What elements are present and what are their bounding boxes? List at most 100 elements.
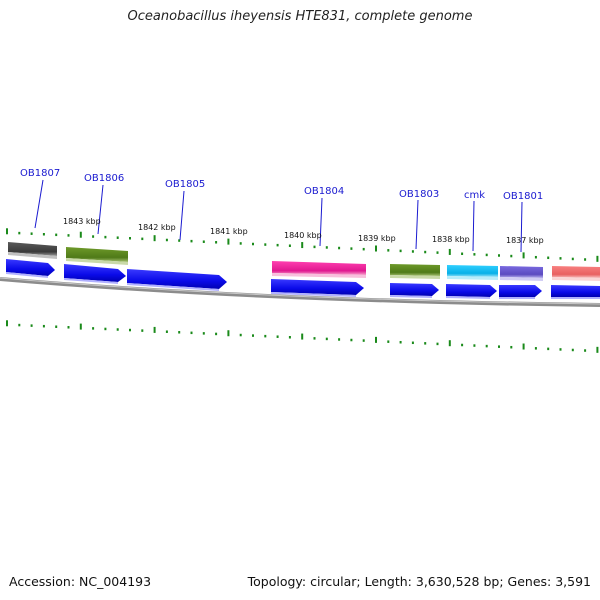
- gc-tick: [362, 247, 365, 251]
- gc-tick: [202, 332, 205, 335]
- gc-tick: [42, 233, 45, 236]
- gc-tick: [510, 345, 513, 349]
- gc-tick: [522, 252, 525, 259]
- leader-ob1803: [415, 199, 419, 250]
- genome-summary-text: Topology: circular; Length: 3,630,528 bp…: [247, 574, 591, 589]
- gc-tick: [55, 233, 58, 237]
- gc-tick: [584, 349, 587, 352]
- gc-tick: [67, 326, 70, 329]
- gc-tick: [215, 332, 218, 336]
- cds-arrow-ob1806[interactable]: [64, 264, 126, 284]
- gc-tick: [411, 341, 414, 345]
- feature-bar-ob1804[interactable]: [272, 261, 366, 278]
- gc-tick: [30, 324, 33, 327]
- gc-tick: [165, 238, 168, 242]
- gc-tick: [30, 232, 33, 235]
- gc-tick: [104, 235, 107, 239]
- genome-backbone-highlight: [0, 277, 600, 305]
- gc-tick: [350, 338, 353, 342]
- gc-tick: [448, 248, 451, 255]
- gc-tick: [6, 320, 8, 327]
- gc-tick: [42, 324, 45, 328]
- feature-bar-ob1803[interactable]: [390, 264, 440, 279]
- gc-tick: [116, 236, 119, 239]
- cds-arrow-cmk[interactable]: [446, 284, 497, 299]
- gc-tick: [202, 240, 205, 243]
- gc-tick: [399, 340, 402, 344]
- gc-tick: [473, 344, 476, 347]
- gc-tick: [596, 255, 599, 262]
- feature-bar-ob1801[interactable]: [500, 266, 543, 281]
- gc-tick: [559, 257, 562, 260]
- gc-tick: [424, 342, 427, 345]
- gc-tick: [153, 235, 156, 242]
- gc-tick: [178, 239, 181, 242]
- scale-label-1843: 1843 kbp: [63, 217, 101, 226]
- leader-cmk: [472, 200, 475, 252]
- gc-tick: [92, 327, 95, 330]
- genome-backbone: [0, 277, 600, 307]
- cds-arrow-ob1807[interactable]: [6, 259, 55, 278]
- cds-arrow-ob1803[interactable]: [390, 283, 439, 298]
- accession-text: Accession: NC_004193: [9, 574, 152, 589]
- gc-tick: [67, 234, 70, 237]
- gc-tick: [510, 254, 513, 258]
- gc-tick: [338, 338, 341, 341]
- gene-label-ob1805[interactable]: OB1805: [165, 179, 205, 190]
- cds-arrow-ob1801[interactable]: [499, 285, 542, 299]
- gc-tick: [522, 343, 525, 350]
- gc-tick: [596, 346, 599, 353]
- gene-label-cmk[interactable]: cmk: [464, 190, 485, 201]
- gc-tick: [559, 348, 562, 351]
- leader-ob1801: [520, 201, 523, 253]
- leader-ob1806: [97, 184, 104, 235]
- gc-tick: [239, 333, 242, 337]
- scale-label-1839: 1839 kbp: [358, 234, 396, 243]
- gc-tick: [571, 348, 574, 352]
- gc-tick: [18, 323, 21, 327]
- gc-tick: [129, 328, 131, 332]
- feature-bar-edge[interactable]: [552, 266, 600, 281]
- scale-label-1837: 1837 kbp: [506, 236, 544, 245]
- gc-tick: [129, 237, 131, 240]
- gene-label-ob1804[interactable]: OB1804: [304, 186, 344, 197]
- gc-tick: [338, 246, 341, 250]
- gc-tick: [178, 331, 181, 334]
- gc-tick: [485, 253, 488, 257]
- gc-tick: [227, 238, 230, 245]
- gc-tick: [571, 257, 574, 261]
- gc-content-track-upper: [6, 228, 599, 262]
- feature-bar-ob1806[interactable]: [66, 247, 128, 265]
- gc-tick: [436, 342, 439, 346]
- gc-tick: [92, 235, 95, 238]
- gc-tick: [424, 250, 427, 254]
- gc-tick: [313, 245, 316, 249]
- gc-tick: [473, 253, 476, 256]
- leader-ob1807: [34, 179, 44, 229]
- gc-tick: [436, 251, 439, 254]
- gene-label-ob1807[interactable]: OB1807: [20, 168, 60, 179]
- gc-tick: [362, 339, 365, 342]
- gene-label-ob1803[interactable]: OB1803: [399, 189, 439, 200]
- gc-tick: [252, 242, 254, 246]
- cds-arrow-edge[interactable]: [551, 285, 600, 299]
- gc-tick: [227, 330, 230, 337]
- gene-label-ob1806[interactable]: OB1806: [84, 173, 124, 184]
- gc-tick: [534, 255, 537, 259]
- scale-label-1841: 1841 kbp: [210, 227, 248, 236]
- gene-label-ob1801[interactable]: OB1801: [503, 191, 543, 202]
- scale-label-1840: 1840 kbp: [284, 231, 322, 240]
- cds-arrow-ob1805[interactable]: [127, 269, 227, 291]
- feature-bar-cmk[interactable]: [447, 265, 498, 280]
- gc-tick: [325, 337, 328, 341]
- gc-tick: [276, 243, 279, 247]
- gc-tick: [448, 340, 451, 347]
- gc-tick: [288, 244, 291, 247]
- gc-tick: [547, 347, 550, 351]
- gc-tick: [375, 336, 377, 343]
- gc-tick: [547, 256, 550, 260]
- cds-arrow-ob1804[interactable]: [271, 279, 364, 297]
- feature-bar-ob1807[interactable]: [8, 242, 57, 259]
- gc-tick: [350, 247, 353, 250]
